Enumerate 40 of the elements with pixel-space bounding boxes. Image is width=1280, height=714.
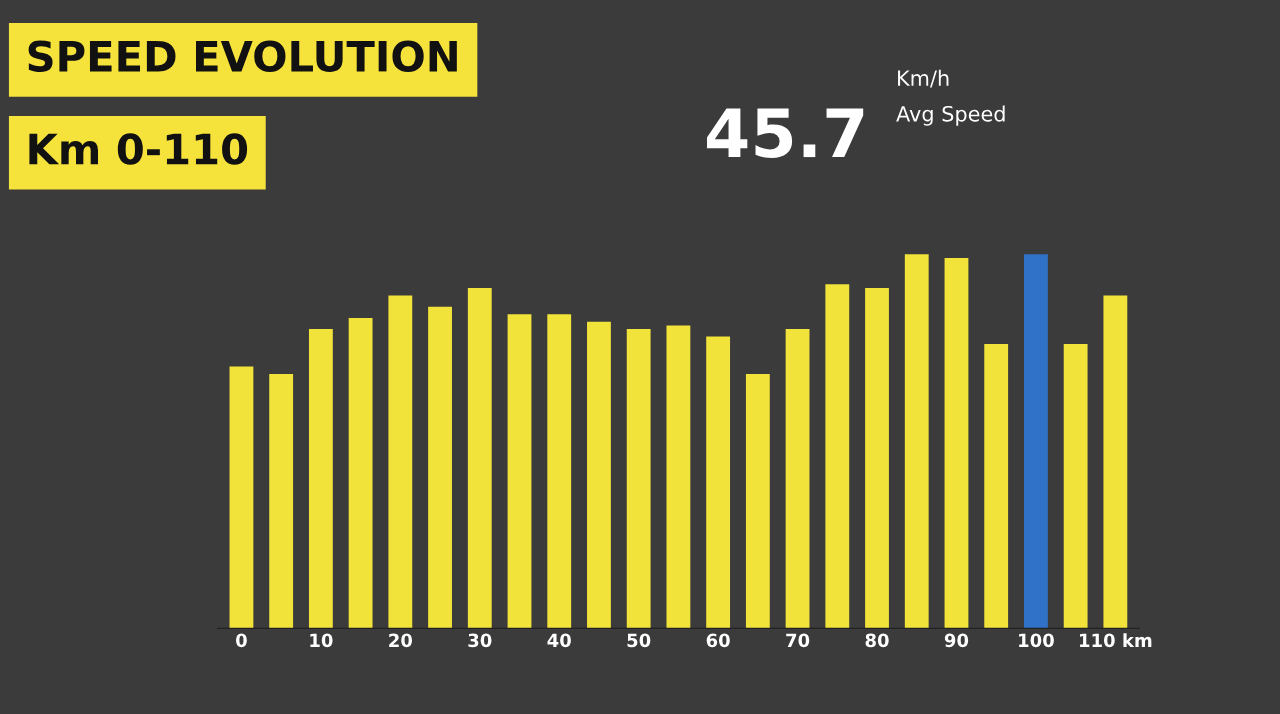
bar <box>984 344 1009 629</box>
text: Km/h <box>898 69 949 88</box>
bar <box>745 374 770 629</box>
bar <box>269 374 294 629</box>
bar <box>388 295 413 629</box>
x-tick-label: 110 km <box>1080 633 1152 648</box>
bar <box>229 366 254 629</box>
bar <box>825 284 850 629</box>
bar <box>706 336 731 629</box>
bar <box>428 306 452 629</box>
x-tick-label: 90 <box>944 633 969 648</box>
x-tick-label: 0 <box>236 633 247 648</box>
text: Avg Speed <box>896 105 1005 126</box>
bar <box>587 321 611 629</box>
bar <box>1063 344 1088 629</box>
x-tick-label: 100 <box>1019 633 1054 648</box>
bar <box>944 258 969 629</box>
bar <box>507 314 532 629</box>
bar <box>865 287 889 629</box>
bar <box>308 329 333 629</box>
bar <box>626 329 651 629</box>
bar <box>666 325 691 629</box>
x-tick-label: 10 <box>310 633 333 648</box>
x-tick-label: 50 <box>627 633 651 648</box>
x-tick-label: 30 <box>468 633 492 648</box>
x-tick-label: 60 <box>706 633 730 648</box>
bar <box>904 254 929 629</box>
bar <box>348 317 373 629</box>
chart-title: SPEED EVOLUTION <box>28 40 457 72</box>
chart-subtitle: Km 0-110 <box>29 133 248 165</box>
bar <box>1024 254 1048 629</box>
x-tick-label: 80 <box>865 633 889 648</box>
bar <box>547 314 572 629</box>
bar <box>467 287 492 629</box>
text: 45.7 <box>707 108 864 159</box>
x-tick-label: 20 <box>389 633 413 648</box>
x-tick-label: 70 <box>786 633 810 648</box>
bar <box>1103 295 1128 629</box>
x-tick-label: 40 <box>547 633 571 648</box>
bar <box>785 329 810 629</box>
